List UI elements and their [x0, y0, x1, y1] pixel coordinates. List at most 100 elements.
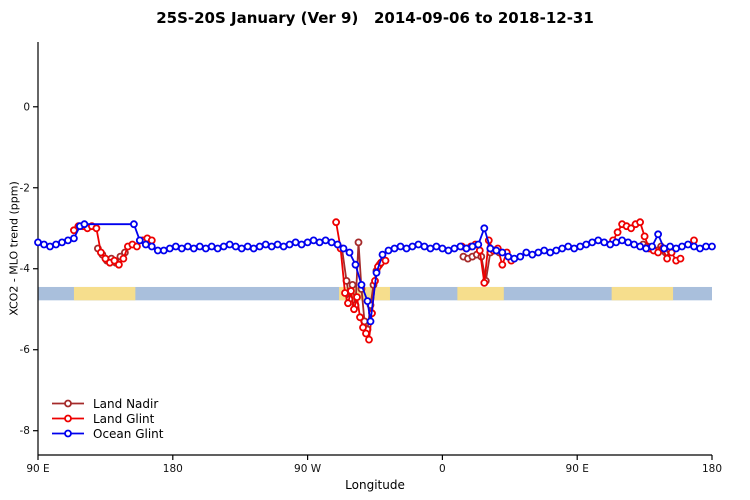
data-point-ocean-glint [183, 242, 192, 251]
legend-label-ocean-glint: Ocean Glint [93, 426, 164, 441]
data-point-ocean-glint [684, 240, 692, 249]
legend-label-land-nadir: Land Nadir [93, 396, 159, 411]
data-point-ocean-glint [546, 248, 555, 257]
x-tick-label: 90 E [566, 463, 589, 475]
data-point-ocean-glint [213, 244, 222, 253]
data-point-land-nadir [354, 238, 363, 247]
data-point-ocean-glint [366, 317, 375, 326]
data-point-ocean-glint [444, 246, 453, 255]
data-point-land-glint [132, 242, 141, 251]
x-tick-label: 180 [702, 463, 722, 475]
data-point-ocean-glint [378, 250, 387, 259]
data-point-ocean-glint [492, 246, 501, 255]
data-point-land-glint [636, 218, 644, 227]
data-point-land-glint [362, 329, 370, 338]
data-point-land-glint [627, 224, 635, 233]
data-point-ocean-glint [58, 238, 66, 247]
data-point-ocean-glint [528, 250, 537, 259]
legend-item-ocean-glint: Ocean Glint [50, 426, 163, 441]
data-point-ocean-glint [432, 242, 441, 251]
data-point-ocean-glint [600, 238, 609, 247]
plot-title: 25S-20S January (Ver 9) 2014-09-06 to 20… [156, 9, 594, 27]
data-point-ocean-glint [249, 244, 258, 253]
legend-label-land-glint: Land Glint [93, 411, 155, 426]
data-point-ocean-glint [390, 244, 399, 253]
data-point-ocean-glint [654, 230, 662, 239]
data-point-ocean-glint [261, 240, 270, 249]
x-tick-label: 90 E [26, 463, 49, 475]
data-point-ocean-glint [576, 242, 585, 251]
y-tick-label: -4 [20, 263, 31, 275]
data-point-ocean-glint [516, 252, 525, 261]
map-band-land-segment [457, 286, 504, 301]
data-point-ocean-glint [219, 242, 228, 251]
data-point-ocean-glint [510, 254, 519, 263]
data-point-land-glint [475, 246, 484, 255]
data-point-ocean-glint [420, 242, 429, 251]
x-axis-label: Longitude [345, 478, 405, 492]
legend-item-land-nadir: Land Nadir [50, 396, 163, 411]
data-point-ocean-glint [339, 244, 348, 253]
data-point-land-glint [365, 335, 373, 344]
data-point-ocean-glint [225, 240, 234, 249]
data-point-ocean-glint [165, 244, 174, 253]
data-point-ocean-glint [696, 244, 704, 253]
data-point-ocean-glint [588, 238, 597, 247]
data-point-ocean-glint [570, 244, 579, 253]
data-point-ocean-glint [255, 242, 264, 251]
map-band-land-segment [611, 286, 674, 301]
data-point-ocean-glint [456, 242, 465, 251]
data-point-land-glint [480, 278, 489, 287]
data-point-land-glint [654, 248, 662, 257]
data-point-ocean-glint [231, 242, 240, 251]
data-point-ocean-glint [243, 242, 252, 251]
data-point-ocean-glint [702, 242, 710, 251]
x-tick-label: 0 [439, 463, 446, 475]
data-point-ocean-glint [357, 280, 366, 289]
data-point-land-glint [341, 289, 349, 297]
legend: Land Nadir Land Glint Ocean Glint [50, 396, 163, 441]
data-point-ocean-glint [438, 244, 447, 253]
data-point-ocean-glint [159, 246, 168, 255]
data-point-ocean-glint [462, 244, 471, 253]
data-point-ocean-glint [171, 242, 180, 251]
data-point-ocean-glint [372, 268, 381, 277]
data-point-land-glint [676, 254, 685, 263]
data-point-ocean-glint [450, 244, 459, 253]
data-point-ocean-glint [408, 242, 417, 251]
data-point-ocean-glint [303, 238, 312, 247]
data-point-ocean-glint [207, 242, 216, 251]
data-point-ocean-glint [384, 246, 393, 255]
data-point-ocean-glint [279, 242, 288, 251]
data-point-ocean-glint [558, 244, 567, 253]
y-tick-label: -8 [20, 425, 30, 437]
data-point-ocean-glint [40, 240, 48, 249]
data-point-land-glint [344, 299, 352, 308]
series-ocean-glint [34, 220, 716, 326]
data-point-ocean-glint [708, 242, 716, 251]
data-point-ocean-glint [34, 238, 42, 247]
data-point-ocean-glint [690, 242, 698, 251]
data-point-ocean-glint [237, 244, 246, 253]
data-point-ocean-glint [135, 236, 144, 245]
data-point-land-glint [97, 248, 105, 257]
data-point-ocean-glint [195, 242, 204, 251]
data-point-land-glint [613, 228, 622, 237]
data-point-ocean-glint [426, 244, 435, 253]
data-point-land-glint [147, 236, 156, 245]
data-point-land-glint [101, 254, 110, 263]
data-point-land-glint [347, 287, 355, 295]
data-point-ocean-glint [46, 242, 54, 251]
data-point-ocean-glint [129, 220, 138, 229]
data-point-ocean-glint [582, 240, 591, 249]
data-point-ocean-glint [666, 242, 674, 251]
data-point-ocean-glint [504, 252, 513, 261]
legend-key-ocean-glint [52, 429, 84, 438]
y-tick-label: 0 [23, 101, 30, 113]
data-point-land-glint [498, 260, 507, 269]
data-point-land-glint [353, 293, 361, 302]
data-point-ocean-glint [594, 236, 603, 245]
data-point-land-glint [115, 260, 123, 269]
data-point-ocean-glint [648, 242, 656, 251]
